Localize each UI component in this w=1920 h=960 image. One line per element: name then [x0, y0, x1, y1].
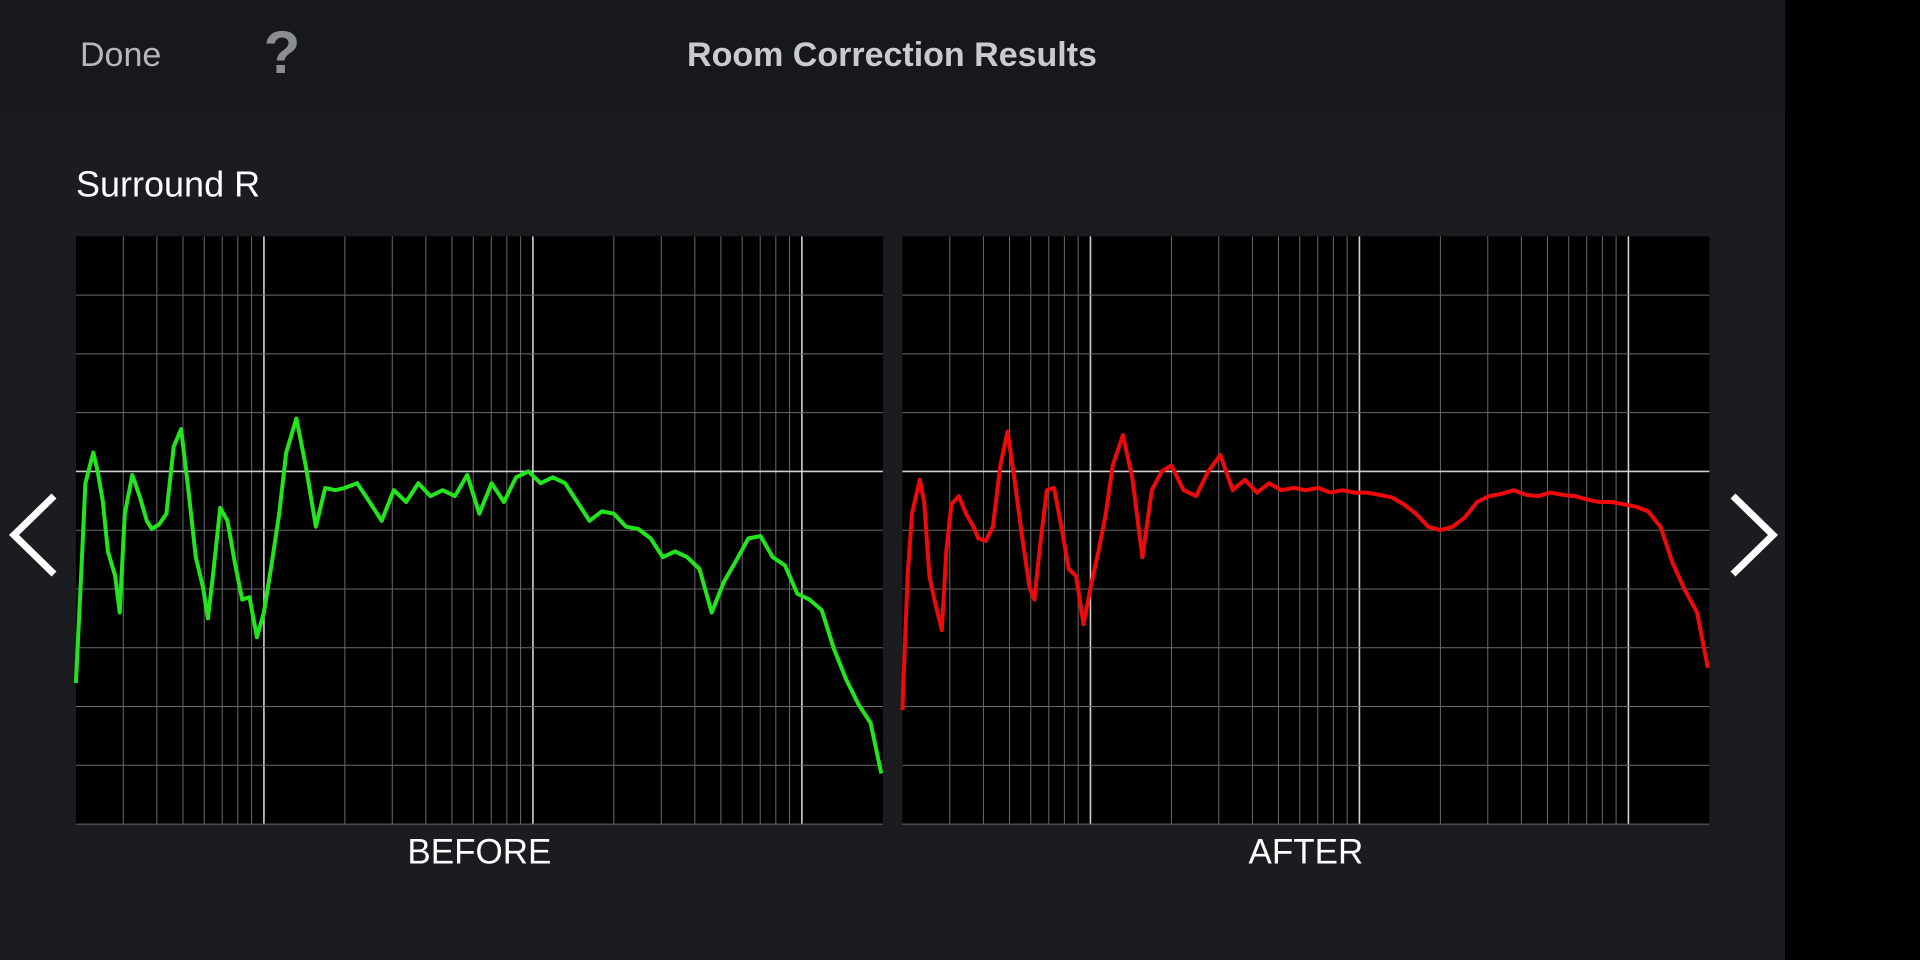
header-bar — [0, 0, 1785, 112]
prev-arrow[interactable] — [8, 493, 57, 577]
header-title: Room Correction Results — [687, 36, 1097, 74]
chart-label: AFTER — [1249, 832, 1364, 871]
response-curve — [73, 416, 884, 774]
done-button[interactable]: Done — [80, 36, 161, 74]
channel-name: Surround R — [76, 164, 260, 205]
help-button[interactable]: ? — [264, 19, 301, 86]
chart-label: BEFORE — [407, 832, 551, 871]
plots: BEFORE AFTER — [73, 236, 1710, 871]
response-curve — [900, 429, 1710, 711]
next-arrow[interactable] — [1730, 493, 1779, 577]
